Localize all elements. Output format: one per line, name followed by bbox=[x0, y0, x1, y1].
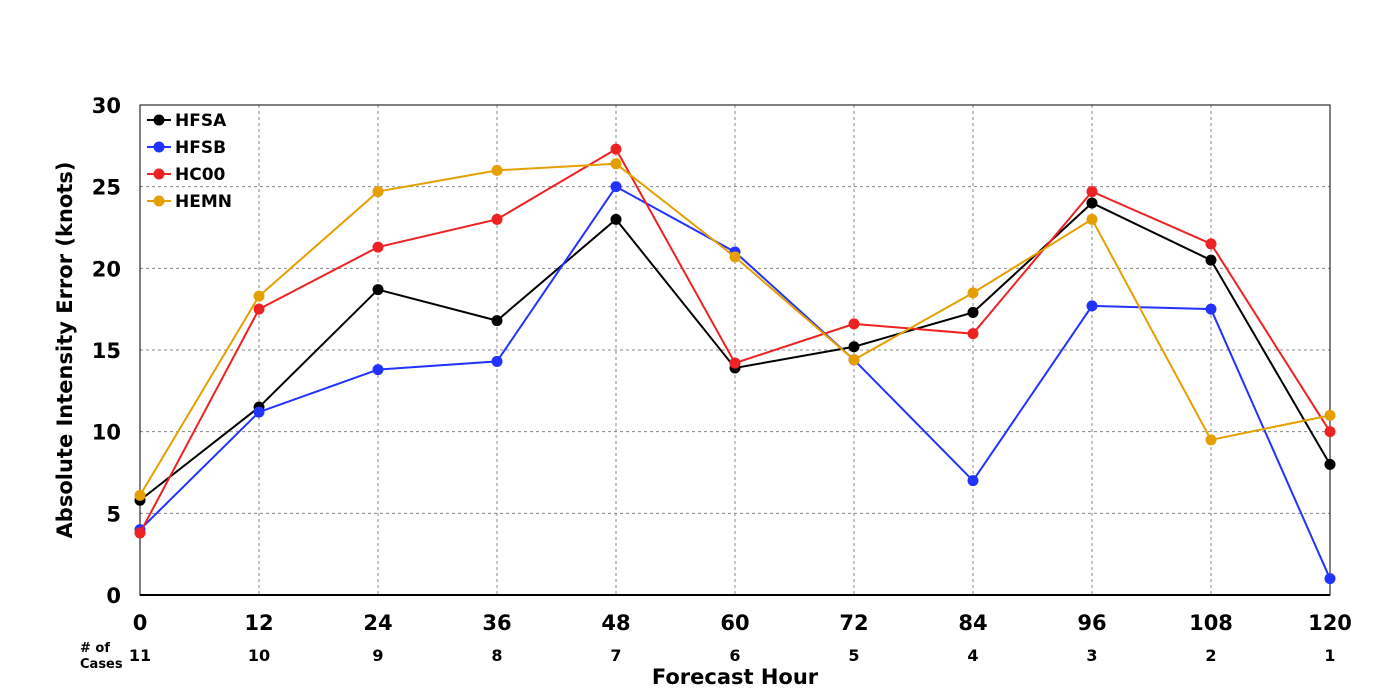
data-point-hfsa bbox=[967, 306, 979, 318]
cases-row: # of Cases 11 10 9 8 7 6 5 4 3 2 1 bbox=[80, 641, 1336, 672]
y-tick-label: 25 bbox=[92, 176, 121, 200]
legend-label: HFSB bbox=[175, 138, 226, 158]
data-point-hemn bbox=[372, 186, 384, 198]
data-point-hemn bbox=[729, 251, 741, 263]
data-point-hfsb bbox=[491, 355, 503, 367]
data-point-hemn bbox=[848, 354, 860, 366]
data-point-hc00 bbox=[967, 328, 979, 340]
x-tick-label: 0 bbox=[133, 611, 148, 635]
y-axis-label: Absolute Intensity Error (knots) bbox=[53, 162, 77, 539]
legend-marker bbox=[153, 114, 165, 126]
data-point-hc00 bbox=[491, 213, 503, 225]
data-point-hc00 bbox=[372, 241, 384, 253]
y-tick-label: 15 bbox=[92, 339, 121, 363]
legend-item-hfsa: HFSA bbox=[147, 111, 227, 131]
data-point-hc00 bbox=[1086, 186, 1098, 198]
case-count-label: 1 bbox=[1324, 646, 1335, 665]
x-axis-label: Forecast Hour bbox=[652, 665, 819, 689]
case-count-label: 2 bbox=[1205, 646, 1216, 665]
x-tick-label: 36 bbox=[482, 611, 511, 635]
legend-label: HFSA bbox=[175, 111, 227, 131]
legend-marker bbox=[153, 195, 165, 207]
legend-marker bbox=[153, 141, 165, 153]
data-point-hemn bbox=[1205, 434, 1217, 446]
data-point-hfsa bbox=[1086, 197, 1098, 209]
y-tick-label: 0 bbox=[106, 584, 121, 608]
data-point-hfsa bbox=[1324, 458, 1336, 470]
data-point-hc00 bbox=[848, 318, 860, 330]
case-count-label: 3 bbox=[1086, 646, 1097, 665]
data-point-hemn bbox=[134, 489, 146, 501]
data-point-hfsa bbox=[1205, 254, 1217, 266]
series-hemn bbox=[134, 158, 1336, 501]
legend-label: HC00 bbox=[175, 165, 226, 185]
x-tick-label: 60 bbox=[720, 611, 749, 635]
case-count-label: 10 bbox=[248, 646, 270, 665]
case-count-label: 11 bbox=[129, 646, 151, 665]
data-point-hfsa bbox=[848, 341, 860, 353]
x-tick-label: 12 bbox=[244, 611, 273, 635]
legend: HFSA HFSB HC00 HEMN bbox=[147, 111, 232, 212]
x-tick-label: 84 bbox=[958, 611, 987, 635]
x-tick-label: 72 bbox=[839, 611, 868, 635]
data-point-hc00 bbox=[610, 143, 622, 155]
data-point-hemn bbox=[610, 158, 622, 170]
y-tick-label: 5 bbox=[106, 502, 121, 526]
y-tick-label: 30 bbox=[92, 94, 121, 118]
grid-lines bbox=[140, 105, 1330, 595]
case-count-label: 6 bbox=[729, 646, 740, 665]
case-count-label: 8 bbox=[491, 646, 502, 665]
case-count-label: 5 bbox=[848, 646, 859, 665]
legend-marker bbox=[153, 168, 165, 180]
legend-item-hemn: HEMN bbox=[147, 192, 232, 212]
cases-title-line1: # of bbox=[80, 641, 110, 656]
data-point-hfsb bbox=[1086, 300, 1098, 312]
data-point-hemn bbox=[1086, 213, 1098, 225]
data-point-hemn bbox=[967, 287, 979, 299]
data-point-hemn bbox=[1324, 409, 1336, 421]
x-tick-labels: 0 12 24 36 48 60 72 84 96 108 120 bbox=[133, 611, 1352, 635]
legend-item-hfsb: HFSB bbox=[147, 138, 226, 158]
series-layer bbox=[134, 143, 1336, 585]
case-count-label: 7 bbox=[610, 646, 621, 665]
case-count-label: 9 bbox=[372, 646, 383, 665]
y-tick-label: 10 bbox=[92, 421, 121, 445]
data-point-hc00 bbox=[1205, 238, 1217, 250]
case-count-label: 4 bbox=[967, 646, 978, 665]
data-point-hc00 bbox=[134, 527, 146, 539]
data-point-hfsb bbox=[967, 475, 979, 487]
data-point-hfsa bbox=[372, 284, 384, 296]
data-point-hfsb bbox=[253, 406, 265, 418]
x-tick-label: 120 bbox=[1308, 611, 1352, 635]
legend-item-hc00: HC00 bbox=[147, 165, 226, 185]
data-point-hfsb bbox=[610, 181, 622, 193]
y-tick-label: 20 bbox=[92, 257, 121, 281]
x-tick-label: 96 bbox=[1077, 611, 1106, 635]
data-point-hfsb bbox=[372, 364, 384, 376]
series-hc00 bbox=[134, 143, 1336, 539]
data-point-hfsa bbox=[610, 213, 622, 225]
data-point-hc00 bbox=[253, 303, 265, 315]
y-tick-labels: 0 5 10 15 20 25 30 bbox=[92, 94, 121, 608]
data-point-hfsa bbox=[491, 315, 503, 327]
x-tick-label: 108 bbox=[1189, 611, 1233, 635]
data-point-hc00 bbox=[1324, 426, 1336, 438]
legend-label: HEMN bbox=[175, 192, 232, 212]
data-point-hfsb bbox=[1324, 573, 1336, 585]
data-point-hemn bbox=[491, 164, 503, 176]
data-point-hc00 bbox=[729, 357, 741, 369]
data-point-hfsb bbox=[1205, 303, 1217, 315]
x-tick-label: 24 bbox=[363, 611, 392, 635]
x-tick-label: 48 bbox=[601, 611, 630, 635]
data-point-hemn bbox=[253, 290, 265, 302]
cases-title-line2: Cases bbox=[80, 657, 123, 672]
